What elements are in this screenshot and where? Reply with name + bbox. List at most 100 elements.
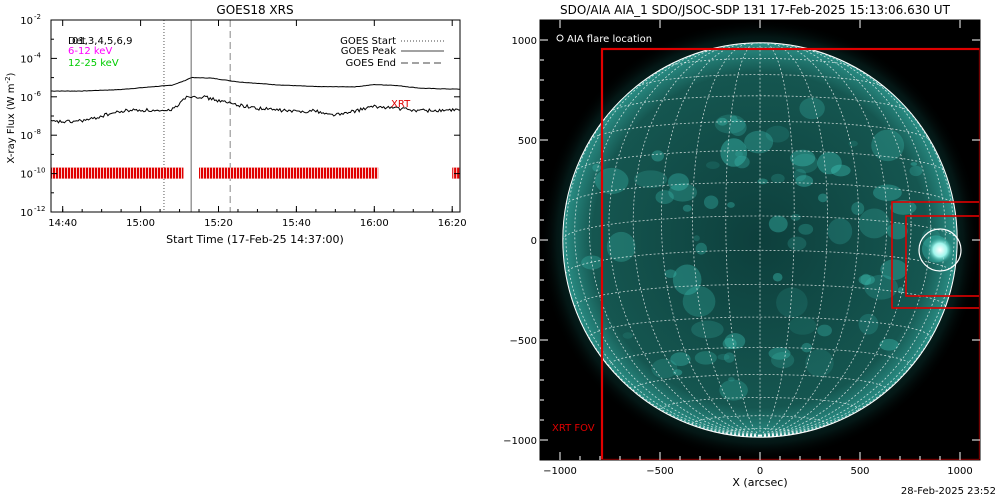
aia-disk-patch <box>724 333 746 350</box>
goes-series <box>50 76 461 124</box>
goes-y-tick-exponent: -4 <box>34 51 42 59</box>
aia-disk-patch <box>744 130 774 154</box>
aia-legend-marker <box>556 34 564 42</box>
aia-grid-line <box>725 428 795 436</box>
aia-disk-patch <box>765 125 790 143</box>
aia-disk-patch <box>830 164 851 177</box>
aia-grid-line <box>632 44 761 437</box>
goes-xrt-segment <box>51 167 184 179</box>
goes-energy-label-12-25: 12-25 keV <box>68 58 119 69</box>
aia-grid-line <box>759 42 795 437</box>
aia-disk-patch <box>795 175 814 187</box>
goes-y-tick-label: 10 <box>20 16 33 27</box>
aia-disk-patch <box>694 351 717 365</box>
aia-y-tick-label: −500 <box>510 336 537 347</box>
aia-grid-line <box>692 42 761 437</box>
goes-x-tick-label: 15:00 <box>126 218 155 229</box>
aia-y-tick-label: 0 <box>531 236 537 247</box>
goes-legend-end-label: GOES End <box>346 58 396 69</box>
aia-grid-line <box>589 120 931 141</box>
aia-disk-patch <box>851 202 865 216</box>
goes-y-tick-label: 10 <box>20 54 33 65</box>
goes-y-tick-exponent: -2 <box>34 13 41 21</box>
aia-disk-patch <box>651 358 678 379</box>
aia-disk-patch <box>770 352 795 369</box>
aia-legend-text: AIA flare location <box>567 34 652 45</box>
timestamp: 28-Feb-2025 23:52 <box>900 486 996 497</box>
aia-disk-patch <box>595 167 629 194</box>
goes-plot-frame <box>50 19 461 213</box>
aia-xrt-fov-label: XRT FOV <box>552 423 595 434</box>
aia-grid-line <box>660 397 860 413</box>
aia-disk-patch <box>858 274 875 285</box>
aia-disk-patch <box>655 190 674 205</box>
aia-grid-line <box>759 53 946 437</box>
aia-disk-patch <box>703 195 719 210</box>
aia-disk-patch <box>727 202 735 208</box>
aia-chart-title: SDO/AIA AIA_1 SDO/JSOC-SDP 131 17-Feb-20… <box>560 3 951 17</box>
aia-grid-line <box>608 44 761 437</box>
aia-grid-line <box>588 316 932 340</box>
goes-y-tick-label: 10 <box>20 170 33 181</box>
goes-energy-label-6-12: 6-12 keV <box>68 46 112 57</box>
aia-disk-patch <box>730 115 738 123</box>
aia-disk-patch <box>716 117 728 126</box>
goes-xrs-chart: GOES18 XRS X-ray Flux (W m-2) Start Time… <box>4 3 467 246</box>
aia-grid-line <box>632 374 888 392</box>
aia-disk-patch <box>798 223 814 235</box>
aia-disk-patch <box>776 287 808 318</box>
aia-disk-patch <box>651 150 665 162</box>
goes-y-axis-label-sup: -2 <box>4 76 12 83</box>
aia-x-tick-label: −500 <box>646 466 673 477</box>
goes-x-tick-label: 14:40 <box>48 218 77 229</box>
goes-y-tick-exponent: -6 <box>34 90 42 98</box>
goes-x-tick-label: 15:20 <box>204 218 233 229</box>
aia-xrt-detail-box <box>891 201 980 309</box>
goes-channel-labels: Det 01,3,4,5,6,9 6-12 keV 12-25 keV <box>68 36 132 69</box>
aia-y-tick-label: 1000 <box>512 36 537 47</box>
goes-y-tick-exponent: -12 <box>34 205 45 213</box>
aia-grid-line <box>759 42 828 437</box>
goes-y-tick-label: 10 <box>20 131 33 142</box>
aia-grid-line <box>588 47 761 437</box>
aia-grid-line <box>759 435 764 438</box>
aia-flare-location-marker <box>918 228 962 272</box>
goes-series-line-2 <box>50 95 461 124</box>
aia-disk-patch <box>606 231 636 262</box>
aia-disk-patch <box>734 155 750 169</box>
aia-disk-patch <box>717 353 730 361</box>
goes-series-line-1 <box>51 76 460 92</box>
aia-disk-patch <box>873 184 902 201</box>
aia-disk-patch <box>858 208 890 239</box>
aia-disk-patch <box>664 269 677 278</box>
aia-disk-patch <box>790 213 801 221</box>
aia-grid-line <box>608 347 912 367</box>
aia-disk-patch <box>592 163 602 172</box>
aia-x-tick-label: 0 <box>757 466 763 477</box>
goes-axes-ticks: 14:40 15:00 15:20 15:40 16:00 16:2010-210-410… <box>20 13 466 229</box>
aia-disk-patch <box>706 161 720 169</box>
aia-disk-patch <box>691 320 724 339</box>
aia-disk-patch <box>668 173 690 191</box>
goes-xrt-label: XRT <box>391 99 411 110</box>
aia-grid-line <box>660 43 761 437</box>
goes-legend-peak-label: GOES Peak <box>341 46 396 57</box>
aia-disk-patch <box>672 264 702 296</box>
aia-solar-disk <box>562 42 958 438</box>
aia-disk-patch <box>772 273 783 282</box>
aia-disk-patch <box>622 332 634 339</box>
aia-disk-patch <box>682 204 692 212</box>
aia-grid-line <box>634 74 886 88</box>
aia-disk-patch <box>848 140 858 147</box>
aia-disk-patch <box>871 129 905 162</box>
goes-x-axis-label: Start Time (17-Feb-25 14:37:00) <box>166 233 344 246</box>
aia-grid-line <box>725 42 761 437</box>
aia-disk-patch <box>729 119 747 136</box>
aia-disk-patch <box>817 152 842 175</box>
aia-disk-patch <box>858 313 879 335</box>
aia-disk-patch <box>886 222 908 240</box>
aia-grid-line <box>574 284 946 307</box>
aia-disk-patch <box>860 273 872 286</box>
aia-x-axis-label: X (arcsec) <box>732 476 787 489</box>
aia-grid-line <box>562 215 958 241</box>
